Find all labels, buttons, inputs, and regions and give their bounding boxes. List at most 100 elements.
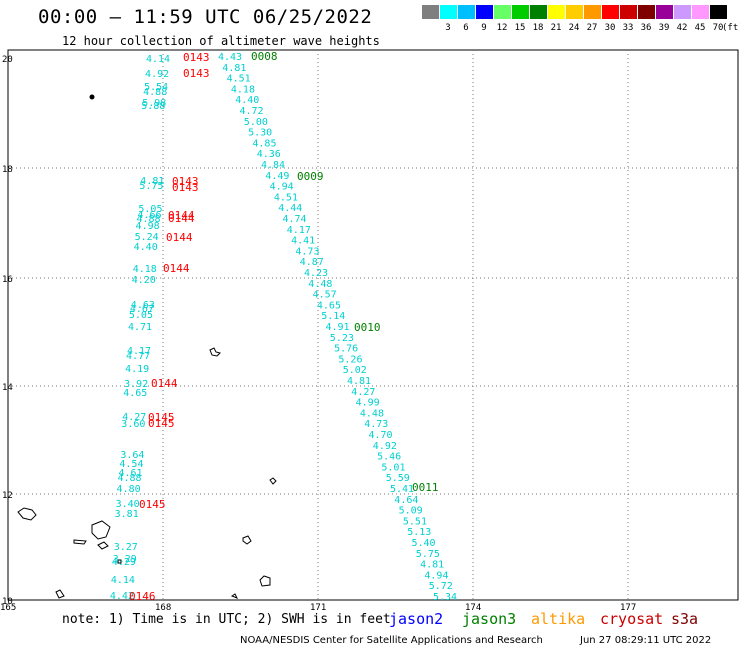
scale-swatch xyxy=(638,5,655,19)
swh-value: 4.81 xyxy=(420,560,444,571)
swh-value: 4.92 xyxy=(373,441,397,452)
time-label: 0008 xyxy=(251,50,278,63)
swh-value: 4.91 xyxy=(326,322,350,333)
island-outline xyxy=(117,559,122,564)
swh-value: 3.27 xyxy=(114,542,138,553)
scale-label: 24 xyxy=(568,23,580,33)
satellite-legend-item: altika xyxy=(531,610,586,628)
time-label: 0143 xyxy=(172,175,199,188)
scale-label: 70 xyxy=(712,23,724,33)
island-outline xyxy=(230,593,239,599)
satellite-legend-item: cryosat xyxy=(600,610,664,628)
swh-value: 5.76 xyxy=(334,344,358,355)
swh-value: 4.44 xyxy=(278,203,302,214)
swh-value: 4.81 xyxy=(347,376,371,387)
swh-value: 4.88 xyxy=(118,473,142,484)
scale-label: 27 xyxy=(586,23,598,33)
time-label: 0146 xyxy=(129,590,156,603)
swh-value: 5.41 xyxy=(390,484,414,495)
swh-value: 4.18 xyxy=(231,84,255,95)
swh-value: 4.48 xyxy=(360,408,384,419)
lon-label: 174 xyxy=(465,603,481,613)
scale-swatch xyxy=(566,5,583,19)
swh-value: 4.49 xyxy=(265,171,289,182)
footer-note: note: 1) Time is in UTC; 2) SWH is in fe… xyxy=(62,612,391,627)
scale-swatch xyxy=(422,5,439,19)
lat-label: 10 xyxy=(2,597,13,607)
swh-value: 4.99 xyxy=(356,398,380,409)
swh-value: 3.40 xyxy=(116,499,140,510)
lat-label: 14 xyxy=(2,383,13,393)
swh-value: 4.36 xyxy=(257,149,281,160)
island-dot xyxy=(89,94,95,100)
swh-value: 4.48 xyxy=(308,279,332,290)
island-outline xyxy=(209,347,221,357)
time-label: 0144 xyxy=(163,262,190,275)
credit-text: NOAA/NESDIS Center for Satellite Applica… xyxy=(240,635,543,646)
time-label: 0145 xyxy=(148,417,175,430)
scale-label: 33 xyxy=(622,23,634,33)
island-outline xyxy=(259,575,271,587)
swh-value: 4.88 xyxy=(143,87,167,98)
swh-value: 4.73 xyxy=(364,419,388,430)
time-label: 0009 xyxy=(297,170,324,183)
lon-label: 177 xyxy=(620,603,636,613)
scale-swatch xyxy=(458,5,475,19)
swh-value: 4.81 xyxy=(140,176,164,187)
map-title: 00:00 – 11:59 UTC 06/25/2022 xyxy=(38,6,373,28)
swh-value: 5.59 xyxy=(386,473,410,484)
swh-value: 4.67 xyxy=(130,304,154,315)
swh-value: 4.27 xyxy=(351,387,375,398)
island-outline xyxy=(242,535,252,545)
swh-value: 4.18 xyxy=(133,264,157,275)
scale-swatch xyxy=(620,5,637,19)
scale-label: 42 xyxy=(676,23,688,33)
swh-value: 4.17 xyxy=(287,225,311,236)
island-outline xyxy=(91,520,111,540)
time-label: 0143 xyxy=(172,181,199,194)
swh-value: 5.72 xyxy=(429,581,453,592)
timestamp-text: Jun 27 08:29:11 UTC 2022 xyxy=(580,635,712,646)
swh-value: 4.63 xyxy=(131,300,155,311)
swh-value: 5.54 xyxy=(144,82,168,93)
swh-value: 4.42 xyxy=(110,591,134,602)
time-label: 0143 xyxy=(183,51,210,64)
time-label: 0144 xyxy=(166,231,193,244)
swh-value: 5.05 xyxy=(129,310,153,321)
swh-value: 4.66 xyxy=(137,210,161,221)
swh-value: 4.98 xyxy=(136,221,160,232)
lon-label: 165 xyxy=(0,603,16,613)
swh-value: 5.00 xyxy=(244,117,268,128)
swh-value: 4.40 xyxy=(235,95,259,106)
island-outline xyxy=(73,539,87,545)
swh-value: 5.46 xyxy=(377,452,401,463)
swh-value: 4.64 xyxy=(394,495,418,506)
lat-label: 16 xyxy=(2,275,13,285)
swh-value: 5.75 xyxy=(139,181,163,192)
scale-label: 45 xyxy=(694,23,706,33)
swh-value: 4.80 xyxy=(117,484,141,495)
swh-value: 4.92 xyxy=(145,69,169,80)
swh-value: 3.81 xyxy=(115,509,139,520)
swh-value: 4.85 xyxy=(252,138,276,149)
swh-value: 4.40 xyxy=(134,242,158,253)
swh-value: 4.20 xyxy=(132,275,156,286)
swh-value: 4.71 xyxy=(128,322,152,333)
time-label: 0144 xyxy=(168,209,195,222)
island-outline xyxy=(269,477,277,485)
scale-swatch xyxy=(476,5,493,19)
swh-value: 5.75 xyxy=(416,549,440,560)
scale-label: 18 xyxy=(532,23,544,33)
scale-label: 15 xyxy=(514,23,526,33)
swh-value: 4.43 xyxy=(218,52,242,63)
lat-label: 20 xyxy=(2,55,13,65)
time-label: 0145 xyxy=(148,411,175,424)
swh-value: 5.01 xyxy=(381,462,405,473)
swh-value: 4.94 xyxy=(270,182,294,193)
lon-label: 168 xyxy=(155,603,171,613)
scale-label: 30 xyxy=(604,23,616,33)
swh-value: 4.87 xyxy=(300,257,324,268)
swh-value: 4.73 xyxy=(295,246,319,257)
swh-value: 4.23 xyxy=(304,268,328,279)
